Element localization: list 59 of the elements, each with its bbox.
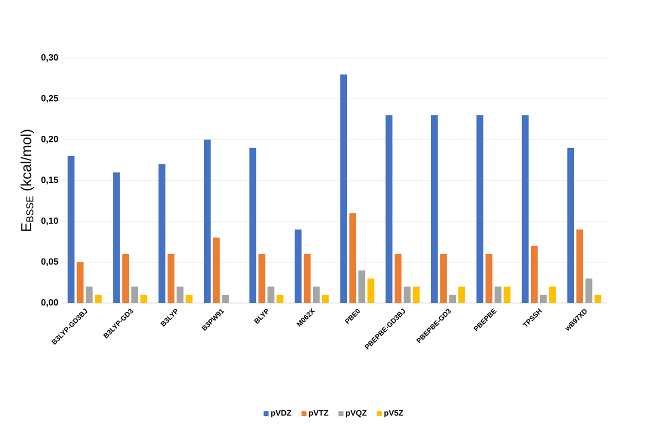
bar bbox=[367, 278, 374, 303]
bar bbox=[312, 286, 320, 303]
y-axis-title: E$_{BSSE}$ (kcal/mol) bbox=[20, 130, 34, 231]
bar bbox=[113, 172, 120, 303]
bar bbox=[349, 213, 356, 303]
bar bbox=[386, 115, 392, 303]
y-tick-label: 0,05 bbox=[41, 258, 58, 266]
bar bbox=[549, 286, 556, 303]
bar bbox=[294, 230, 302, 303]
bar bbox=[122, 254, 129, 303]
bar bbox=[76, 262, 84, 303]
bar bbox=[86, 286, 93, 303]
bar bbox=[213, 238, 220, 303]
bar bbox=[494, 286, 502, 303]
bar bbox=[449, 294, 456, 303]
bar bbox=[168, 254, 174, 303]
y-tick-label: 0,00 bbox=[41, 299, 58, 307]
bar bbox=[68, 156, 74, 303]
bar bbox=[322, 294, 329, 303]
bar bbox=[431, 115, 438, 303]
bar bbox=[131, 286, 138, 303]
y-tick-label: 0,10 bbox=[41, 217, 58, 226]
bar bbox=[276, 294, 284, 303]
bar bbox=[404, 286, 411, 303]
bar bbox=[340, 74, 347, 303]
bar bbox=[258, 254, 266, 303]
bar bbox=[94, 294, 102, 303]
bar bbox=[358, 270, 366, 303]
bar bbox=[486, 254, 492, 303]
bar bbox=[576, 230, 584, 303]
legend-label: pVQZ bbox=[346, 410, 367, 418]
bar bbox=[204, 140, 211, 303]
bar bbox=[594, 294, 602, 303]
legend-label: pVDZ bbox=[271, 410, 292, 418]
bar bbox=[176, 286, 184, 303]
bar bbox=[304, 254, 311, 303]
y-tick-label: 0,30 bbox=[41, 54, 58, 62]
bar bbox=[268, 286, 274, 303]
bar bbox=[458, 286, 466, 303]
bar bbox=[140, 294, 148, 303]
bar bbox=[567, 148, 574, 303]
y-tick-label: 0,20 bbox=[41, 136, 58, 144]
bar bbox=[186, 294, 193, 303]
bar bbox=[540, 294, 547, 303]
y-tick-label: 0,15 bbox=[41, 176, 58, 184]
bar bbox=[504, 286, 510, 303]
bar bbox=[412, 286, 420, 303]
bar bbox=[394, 254, 402, 303]
bar bbox=[440, 254, 447, 303]
bar bbox=[222, 294, 229, 303]
bar bbox=[585, 278, 592, 303]
bar bbox=[530, 246, 538, 303]
bar bbox=[249, 148, 256, 303]
bar bbox=[476, 115, 484, 303]
bar bbox=[158, 164, 166, 303]
legend-label: pVTZ bbox=[309, 410, 328, 418]
bar bbox=[522, 115, 529, 303]
legend-label: pV5Z bbox=[384, 410, 404, 418]
y-tick-label: 0,25 bbox=[41, 94, 58, 103]
